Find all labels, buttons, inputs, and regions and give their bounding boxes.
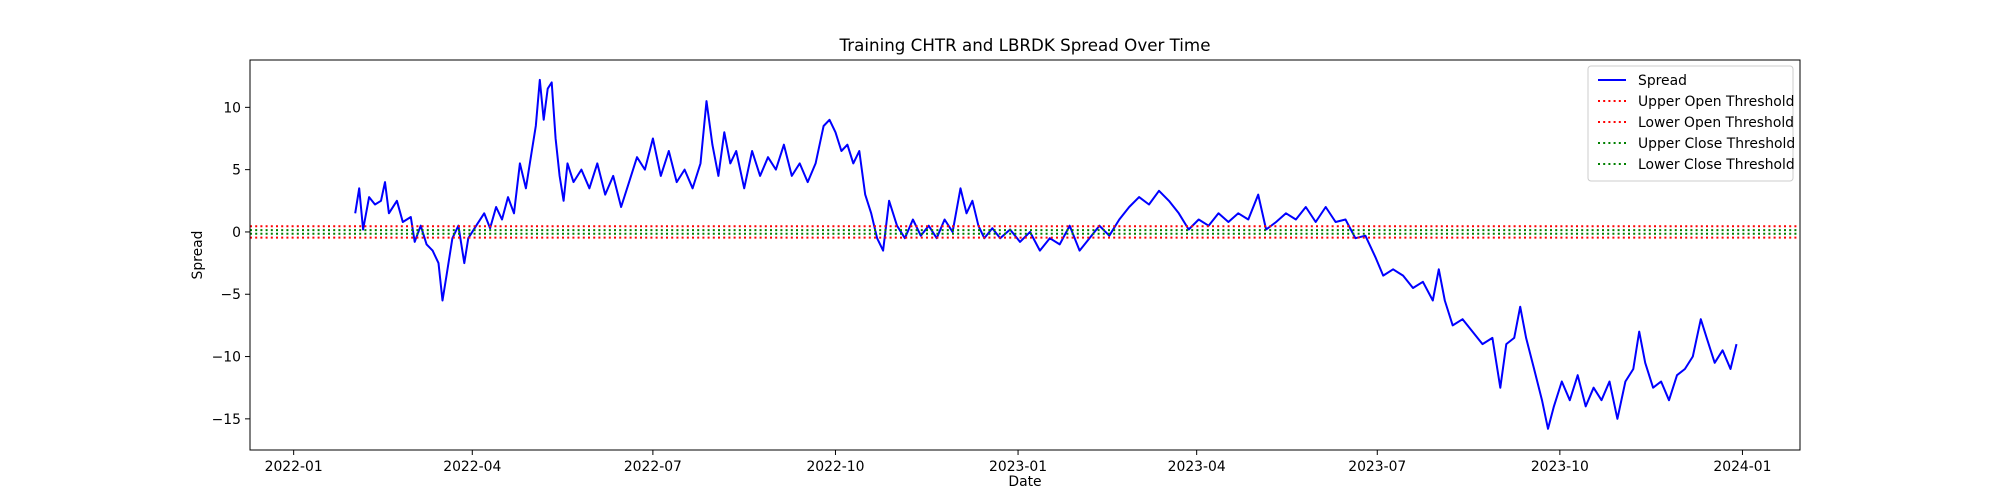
x-tick-label: 2023-04 (1168, 459, 1226, 475)
x-tick-label: 2023-07 (1348, 459, 1406, 475)
y-tick-label: 10 (223, 100, 241, 116)
y-tick-label: −15 (212, 412, 241, 428)
y-tick-label: 5 (232, 163, 241, 179)
x-axis-label: Date (1008, 474, 1041, 490)
x-axis: 2022-01 2022-04 2022-07 2022-10 2023-01 2023-… (265, 450, 1771, 475)
x-tick-label: 2024-01 (1713, 459, 1771, 475)
y-axis: −15 −10 −5 0 5 10 (212, 100, 250, 428)
legend: Spread Upper Open Threshold Lower Open Thr… (1587, 65, 1795, 182)
plot-area (250, 78, 1800, 430)
spread-line (354, 78, 1738, 430)
y-tick-label: −10 (212, 350, 241, 366)
x-tick-label: 2022-10 (806, 459, 864, 475)
legend-label: Spread (1638, 73, 1687, 89)
chart-title: Training CHTR and LBRDK Spread Over Time (839, 35, 1211, 55)
x-tick-label: 2022-04 (443, 459, 501, 475)
x-tick-label: 2023-10 (1531, 459, 1589, 475)
plot-frame (249, 59, 1801, 451)
legend-label: Upper Close Threshold (1638, 136, 1795, 152)
y-tick-label: 0 (232, 225, 241, 241)
x-tick-label: 2023-01 (989, 459, 1047, 475)
y-axis-label: Spread (190, 231, 206, 280)
legend-label: Lower Open Threshold (1638, 115, 1794, 131)
x-tick-label: 2022-01 (265, 459, 323, 475)
legend-label: Lower Close Threshold (1638, 157, 1795, 173)
x-tick-label: 2022-07 (624, 459, 682, 475)
y-tick-label: −5 (221, 287, 241, 303)
legend-label: Upper Open Threshold (1638, 94, 1794, 110)
legend-frame (1587, 65, 1794, 182)
